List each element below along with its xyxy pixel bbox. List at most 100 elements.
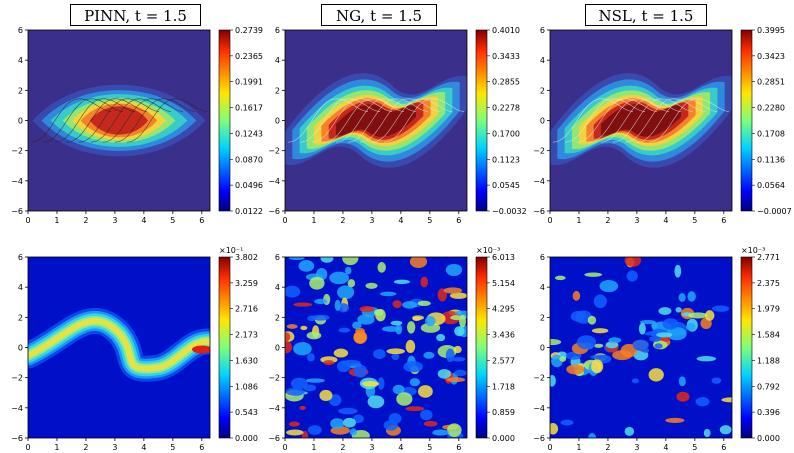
y-tick-label: 0 bbox=[275, 117, 280, 126]
colorbar-tick-label: 2.375 bbox=[757, 279, 780, 288]
panel-title-ng: NG, t = 1.5 bbox=[321, 4, 437, 26]
panel-pinn-error: 0 1 2 3 4 5 6 6 4 2 0 −2 −4 −6 3.802 3.259 2.716 2.173 1.6… bbox=[11, 246, 258, 452]
x-tick-label: 5 bbox=[692, 216, 697, 225]
x-tick-label: 2 bbox=[340, 216, 345, 225]
colorbar-tick-label: 0.1617 bbox=[235, 104, 263, 113]
panel-pinn-solution: 0 1 2 3 4 5 6 6 4 2 0 −2 −4 −6 0.2739 0.2365 0.1991 0.161… bbox=[11, 26, 263, 225]
x-tick-label: 6 bbox=[199, 443, 204, 452]
y-tick-label: 0 bbox=[540, 117, 545, 126]
colorbar-tick-label: 2.771 bbox=[757, 253, 780, 262]
x-tick-label: 3 bbox=[634, 216, 639, 225]
colorbar-tick-label: 0.4010 bbox=[492, 26, 520, 35]
x-tick-label: 0 bbox=[25, 216, 30, 225]
colorbar-tick-label: 3.436 bbox=[492, 331, 515, 340]
x-tick-label: 5 bbox=[427, 216, 432, 225]
y-tick-label: −4 bbox=[268, 404, 280, 413]
colorbar-tick-label: 2.716 bbox=[235, 305, 258, 314]
colorbar bbox=[740, 256, 753, 439]
y-tick-label: 6 bbox=[275, 253, 280, 262]
panel-title-pinn: PINN, t = 1.5 bbox=[70, 4, 201, 26]
colorbar-tick-label: 1.630 bbox=[235, 356, 258, 365]
x-tick-label: 4 bbox=[398, 443, 403, 452]
x-tick-label: 5 bbox=[170, 216, 175, 225]
x-tick-label: 3 bbox=[369, 216, 374, 225]
y-tick-label: −2 bbox=[533, 374, 545, 383]
y-tick-label: −4 bbox=[533, 404, 545, 413]
colorbar-tick-label: 0.792 bbox=[757, 382, 780, 391]
x-tick-label: 1 bbox=[54, 216, 59, 225]
y-tick-label: 0 bbox=[540, 344, 545, 353]
colorbar-tick-label: 1.979 bbox=[757, 305, 780, 314]
y-tick-label: 6 bbox=[18, 253, 23, 262]
x-tick-label: 2 bbox=[605, 443, 610, 452]
y-tick-label: 4 bbox=[275, 283, 280, 292]
x-tick-label: 2 bbox=[83, 216, 88, 225]
y-tick-label: 4 bbox=[275, 56, 280, 65]
colorbar-tick-label: 0.1243 bbox=[235, 129, 263, 138]
y-tick-label: −4 bbox=[268, 177, 280, 186]
colorbar-tick-label: 2.577 bbox=[492, 356, 515, 365]
x-tick-label: 3 bbox=[634, 443, 639, 452]
y-tick-label: 0 bbox=[18, 117, 23, 126]
panel-ng-solution: 0 1 2 3 4 5 6 6 4 2 0 −2 −4 −6 0.4010 0.3433 0.2855 0.227… bbox=[268, 26, 527, 225]
x-tick-label: 4 bbox=[141, 216, 146, 225]
x-tick-label: 6 bbox=[721, 443, 726, 452]
x-tick-label: 2 bbox=[83, 443, 88, 452]
x-tick-label: 4 bbox=[398, 216, 403, 225]
y-tick-label: −2 bbox=[268, 147, 280, 156]
colorbar-tick-label: −0.0007 bbox=[757, 207, 792, 216]
x-tick-label: 6 bbox=[199, 216, 204, 225]
x-tick-label: 6 bbox=[721, 216, 726, 225]
x-tick-label: 1 bbox=[576, 443, 581, 452]
y-tick-label: −2 bbox=[533, 147, 545, 156]
colorbar-tick-label: 1.188 bbox=[757, 356, 780, 365]
x-tick-label: 2 bbox=[605, 216, 610, 225]
colorbar-tick-label: 0.1136 bbox=[757, 155, 785, 164]
x-tick-label: 4 bbox=[663, 216, 668, 225]
colorbar-tick-label: 0.3995 bbox=[757, 26, 785, 35]
y-tick-label: 0 bbox=[18, 344, 23, 353]
y-tick-label: 2 bbox=[18, 86, 23, 95]
colorbar bbox=[218, 256, 231, 439]
colorbar-tick-label: 0.2739 bbox=[235, 26, 263, 35]
x-tick-label: 0 bbox=[547, 216, 552, 225]
x-tick-label: 0 bbox=[282, 443, 287, 452]
x-tick-label: 1 bbox=[54, 443, 59, 452]
colorbar-tick-label: 0.3423 bbox=[757, 52, 785, 61]
colorbar-tick-label: 1.584 bbox=[757, 331, 780, 340]
y-tick-label: −6 bbox=[268, 207, 280, 216]
x-tick-label: 1 bbox=[311, 443, 316, 452]
y-tick-label: 2 bbox=[18, 313, 23, 322]
x-tick-label: 4 bbox=[141, 443, 146, 452]
colorbar-scale-label: ×10⁻³ bbox=[476, 246, 500, 255]
x-tick-label: 3 bbox=[112, 443, 117, 452]
colorbar-tick-label: 0.000 bbox=[235, 434, 258, 443]
colorbar-tick-label: −0.0032 bbox=[492, 207, 527, 216]
x-tick-label: 1 bbox=[311, 216, 316, 225]
colorbar bbox=[740, 29, 753, 212]
colorbar-tick-label: 0.859 bbox=[492, 408, 515, 417]
y-tick-label: 2 bbox=[275, 313, 280, 322]
y-tick-label: 4 bbox=[18, 56, 23, 65]
colorbar-tick-label: 0.1708 bbox=[757, 129, 785, 138]
panel-nsl-solution: 0 1 2 3 4 5 6 6 4 2 0 −2 −4 −6 0.3995 0.3423 0.2851 0.228… bbox=[533, 26, 792, 225]
y-tick-label: 4 bbox=[18, 283, 23, 292]
y-tick-label: 2 bbox=[540, 86, 545, 95]
y-tick-label: 6 bbox=[540, 26, 545, 35]
colorbar-tick-label: 0.0122 bbox=[235, 207, 263, 216]
y-tick-label: −6 bbox=[533, 434, 545, 443]
x-tick-label: 1 bbox=[576, 216, 581, 225]
colorbar-tick-label: 0.0564 bbox=[757, 181, 785, 190]
colorbar-scale-label: ×10⁻¹ bbox=[219, 246, 243, 255]
colorbar-tick-label: 1.718 bbox=[492, 382, 515, 391]
x-tick-label: 4 bbox=[663, 443, 668, 452]
x-tick-label: 5 bbox=[427, 443, 432, 452]
colorbar-tick-label: 0.000 bbox=[492, 434, 515, 443]
y-tick-label: −4 bbox=[11, 404, 23, 413]
y-tick-label: 4 bbox=[540, 56, 545, 65]
x-tick-label: 0 bbox=[25, 443, 30, 452]
colorbar-tick-label: 6.013 bbox=[492, 253, 515, 262]
x-tick-label: 0 bbox=[282, 216, 287, 225]
y-tick-label: 0 bbox=[275, 344, 280, 353]
colorbar bbox=[475, 29, 488, 212]
